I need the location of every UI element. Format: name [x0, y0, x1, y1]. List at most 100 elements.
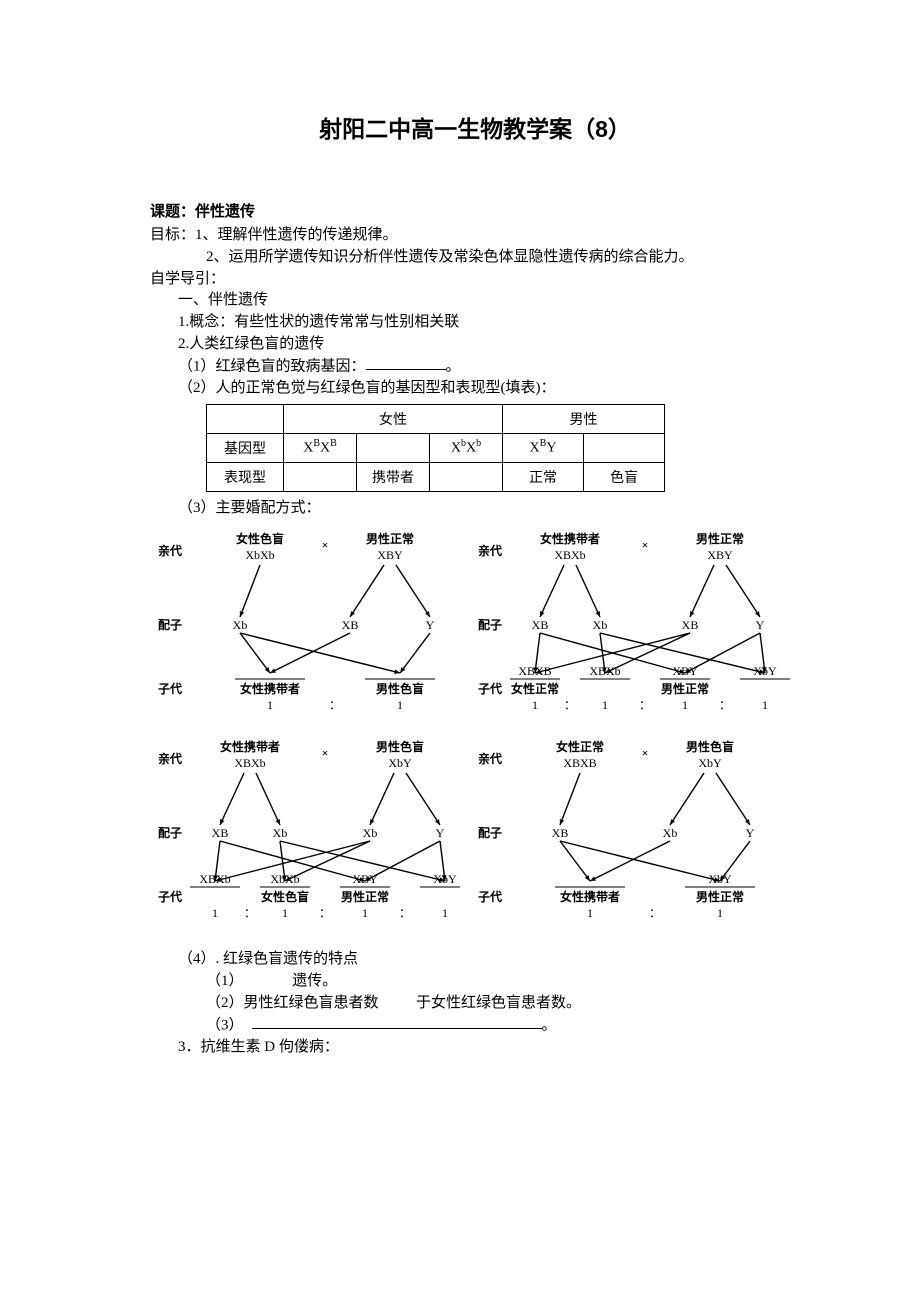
svg-text:1: 1 — [362, 906, 368, 920]
svg-text:亲代: 亲代 — [158, 751, 182, 766]
diagram-row-1: 亲代配子子代女性色盲XbXb男性正常XBY×XbXBY女性携带者男性色盲1：1 … — [150, 527, 800, 727]
cross-diagram-1: 亲代配子子代女性色盲XbXb男性正常XBY×XbXBY女性携带者男性色盲1：1 — [150, 527, 460, 727]
svg-text:男性色盲: 男性色盲 — [376, 739, 424, 754]
sec2-3: （3）主要婚配方式： — [150, 498, 800, 520]
tbl-female-head: 女性 — [284, 404, 503, 433]
svg-text:女性携带者: 女性携带者 — [540, 531, 600, 546]
sec1-head: 一、伴性遗传 — [150, 290, 800, 312]
svg-text:XbY: XbY — [753, 664, 777, 678]
tbl-geno-label: 基因型 — [207, 433, 284, 462]
svg-text:：: ： — [319, 906, 331, 920]
sec2-head: 2.人类红绿色盲的遗传 — [150, 334, 800, 356]
cross-diagram-4: 亲代配子子代女性正常XBXB男性色盲XbY×XBXbYXbY女性携带者男性正常1… — [470, 735, 800, 935]
svg-text:Y: Y — [426, 618, 435, 632]
tbl-geno-m1: XBY — [503, 433, 584, 462]
svg-text:1: 1 — [397, 698, 403, 712]
page-title: 射阳二中高一生物教学案（8） — [150, 110, 800, 144]
sec4-3-pre: （3） — [206, 1017, 244, 1033]
topic-line: 课题：伴性遗传 — [150, 200, 800, 221]
tbl-geno-m2 — [584, 433, 665, 462]
svg-text:Xb: Xb — [663, 826, 678, 840]
svg-text:XBXb: XBXb — [554, 548, 585, 562]
svg-text:：: ： — [649, 906, 661, 920]
page: 射阳二中高一生物教学案（8） 课题：伴性遗传 目标：1、理解伴性遗传的传递规律。… — [0, 0, 920, 1302]
sec4-1: （1） 遗传。 — [150, 971, 800, 993]
sec2-1-post: 。 — [446, 358, 461, 374]
svg-text:男性色盲: 男性色盲 — [686, 739, 734, 754]
svg-text:配子: 配子 — [158, 825, 182, 840]
svg-text:：: ： — [719, 698, 731, 712]
svg-text:女性携带者: 女性携带者 — [560, 889, 620, 904]
svg-text:1: 1 — [212, 906, 218, 920]
sec2-1: （1）红绿色盲的致病基因： 。 — [150, 356, 800, 378]
sec4-head: （4）. 红绿色盲遗传的特点 — [150, 949, 800, 971]
selfstudy-label: 自学导引： — [150, 269, 800, 291]
svg-text:XBXb: XBXb — [234, 756, 265, 770]
svg-text:配子: 配子 — [478, 617, 502, 632]
svg-text:1: 1 — [267, 698, 273, 712]
goal-1: 1、理解伴性遗传的传递规律。 — [195, 227, 398, 243]
svg-text:亲代: 亲代 — [478, 751, 502, 766]
svg-text:XB: XB — [552, 826, 569, 840]
svg-text:子代: 子代 — [158, 681, 182, 696]
svg-text:XB: XB — [342, 618, 359, 632]
diagram-row-2: 亲代配子子代女性携带者XBXb男性色盲XbY×XBXbXbYXBXb1：XbXb… — [150, 735, 800, 935]
svg-text:×: × — [642, 746, 649, 760]
goal-line-2: 2、运用所学遗传知识分析伴性遗传及常染色体显隐性遗传病的综合能力。 — [150, 247, 800, 269]
svg-text:XbY: XbY — [433, 872, 457, 886]
svg-text:×: × — [642, 538, 649, 552]
svg-text:XB: XB — [682, 618, 699, 632]
tbl-geno-f1: XBXB — [284, 433, 357, 462]
sec4-2: （2）男性红绿色盲患者数 于女性红绿色盲患者数。 — [150, 993, 800, 1015]
tbl-blank — [207, 404, 284, 433]
sec2-2: （2）人的正常色觉与红绿色盲的基因型和表现型(填表)： — [150, 378, 800, 400]
svg-text:：: ： — [244, 906, 256, 920]
svg-text:Xb: Xb — [363, 826, 378, 840]
tbl-pheno-m2: 色盲 — [584, 462, 665, 491]
svg-text:XBXB: XBXB — [563, 756, 596, 770]
svg-text:女性色盲: 女性色盲 — [261, 889, 309, 904]
svg-text:XBXB: XBXB — [518, 664, 551, 678]
svg-text:男性色盲: 男性色盲 — [376, 681, 424, 696]
svg-text:女性携带者: 女性携带者 — [240, 681, 300, 696]
sec4-1-post: 遗传。 — [292, 973, 337, 989]
svg-text:子代: 子代 — [478, 681, 502, 696]
svg-text:XbY: XbY — [388, 756, 412, 770]
svg-text:XBY: XBY — [672, 664, 698, 678]
svg-text:XbY: XbY — [698, 756, 722, 770]
svg-text:×: × — [322, 538, 329, 552]
svg-text:1: 1 — [442, 906, 448, 920]
sec3-head: 3．抗维生素 D 佝偻病： — [150, 1037, 800, 1059]
svg-text:配子: 配子 — [158, 617, 182, 632]
svg-text:XB: XB — [212, 826, 229, 840]
svg-text:1: 1 — [532, 698, 538, 712]
svg-text:1: 1 — [602, 698, 608, 712]
tbl-pheno-m1: 正常 — [503, 462, 584, 491]
svg-text:男性正常: 男性正常 — [366, 531, 414, 546]
svg-text:女性携带者: 女性携带者 — [220, 739, 280, 754]
svg-text:1: 1 — [762, 698, 768, 712]
svg-text:Y: Y — [436, 826, 445, 840]
sec2-1-pre: （1）红绿色盲的致病基因： — [178, 358, 366, 374]
svg-text:×: × — [322, 746, 329, 760]
cross-diagram-3: 亲代配子子代女性携带者XBXb男性色盲XbY×XBXbXbYXBXb1：XbXb… — [150, 735, 460, 935]
svg-text:女性色盲: 女性色盲 — [236, 531, 284, 546]
svg-text:1: 1 — [587, 906, 593, 920]
svg-text:：: ： — [564, 698, 576, 712]
svg-text:XBXb: XBXb — [199, 872, 230, 886]
tbl-geno-f2 — [357, 433, 430, 462]
svg-text:男性正常: 男性正常 — [696, 889, 744, 904]
svg-text:XBY: XBY — [707, 548, 733, 562]
svg-text:1: 1 — [282, 906, 288, 920]
sec4-2-post: 于女性红绿色盲患者数。 — [416, 995, 581, 1011]
svg-text:Xb: Xb — [593, 618, 608, 632]
svg-text:Xb: Xb — [233, 618, 248, 632]
svg-text:亲代: 亲代 — [158, 543, 182, 558]
svg-text:女性正常: 女性正常 — [511, 681, 559, 696]
svg-text:男性正常: 男性正常 — [696, 531, 744, 546]
svg-text:Y: Y — [756, 618, 765, 632]
svg-text:1: 1 — [717, 906, 723, 920]
tbl-pheno-f3 — [430, 462, 503, 491]
sec1-1: 1.概念：有些性状的遗传常常与性别相关联 — [150, 312, 800, 334]
svg-text:子代: 子代 — [478, 889, 502, 904]
